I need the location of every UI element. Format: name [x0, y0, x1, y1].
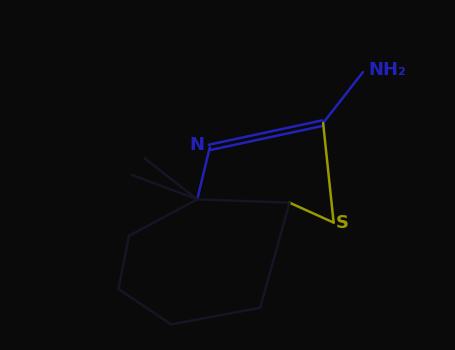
Text: N: N — [189, 136, 204, 154]
Text: NH₂: NH₂ — [369, 61, 407, 79]
Text: S: S — [336, 214, 349, 232]
